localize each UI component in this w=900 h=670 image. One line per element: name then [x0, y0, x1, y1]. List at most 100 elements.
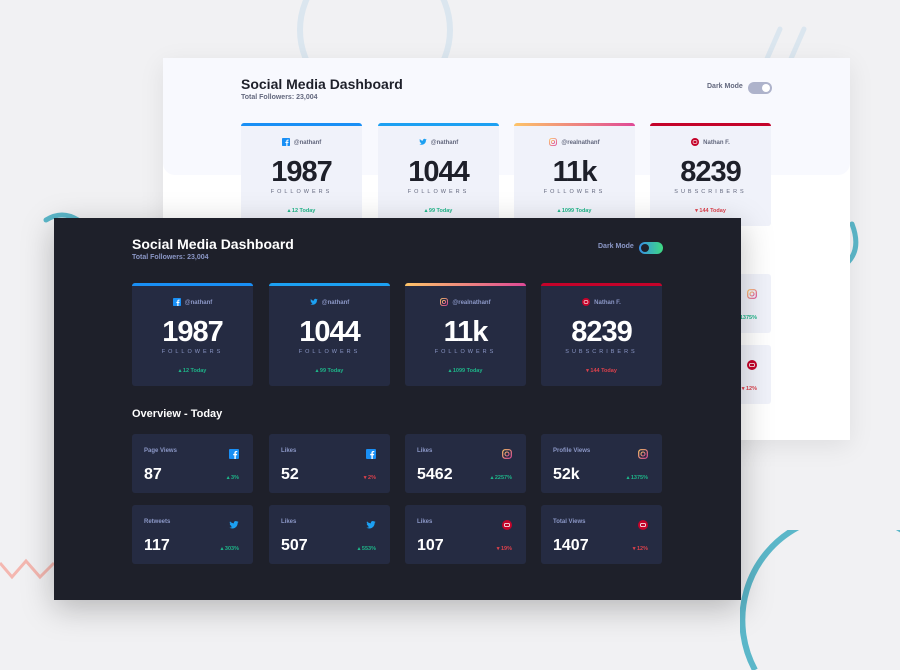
twitter-icon [229, 517, 239, 535]
toggle-knob [762, 84, 770, 92]
facebook-icon [281, 138, 290, 148]
overview-card: Total Views 1407 ▾ 12% [541, 505, 662, 564]
overview-card: Likes 107 ▾ 19% [405, 505, 526, 564]
overview-label: Total Views [553, 519, 586, 525]
overview-change: ▴ 1375% [626, 475, 648, 481]
handle-text: Nathan F. [594, 300, 621, 306]
follower-count: 11k [443, 316, 489, 348]
overview-change: ▾ 12% [741, 386, 757, 392]
total-followers: Total Followers: 23,004 [132, 254, 209, 261]
follower-card-twitter: @nathanf 1044 FOLLOWERS ▴ 99 Today [378, 123, 499, 226]
facebook-icon [229, 446, 239, 464]
overview-label: Likes [281, 448, 297, 454]
card-accent-bar [650, 123, 771, 126]
overview-value: 52k [553, 466, 580, 483]
handle-text: @nathanf [293, 140, 322, 146]
today-change: ▴ 1099 Today [448, 368, 483, 374]
handle-text: Nathan F. [703, 140, 730, 146]
handle-text: @realnathanf [452, 300, 491, 306]
card-handle: @nathanf [132, 298, 253, 308]
overview-card: Likes 52 ▾ 2% [269, 434, 390, 493]
overview-card: Page Views 87 ▴ 3% [132, 434, 253, 493]
overview-label: Retweets [144, 519, 171, 525]
total-followers: Total Followers: 23,004 [241, 94, 318, 101]
count-label: SUBSCRIBERS [674, 189, 747, 195]
overview-value: 52 [281, 466, 299, 483]
card-handle: @nathanf [269, 298, 390, 308]
overview-heading: Overview - Today [132, 408, 223, 420]
follower-card-facebook: @nathanf 1987 FOLLOWERS ▴ 12 Today [132, 283, 253, 386]
facebook-icon [366, 446, 376, 464]
dark-mode-label: Dark Mode [707, 83, 743, 90]
follower-card-youtube: Nathan F. 8239 SUBSCRIBERS ▾ 144 Today [650, 123, 771, 226]
overview-change: ▾ 19% [496, 546, 512, 552]
overview-change: ▴ 303% [220, 546, 239, 552]
handle-text: @nathanf [430, 140, 459, 146]
twitter-icon [366, 517, 376, 535]
card-accent-bar [132, 283, 253, 286]
youtube-icon [582, 298, 591, 308]
follower-count: 1044 [408, 156, 470, 188]
card-handle: @nathanf [378, 138, 499, 148]
card-handle: @realnathanf [405, 298, 526, 308]
dark-mode-toggle[interactable] [639, 242, 663, 254]
count-label: FOLLOWERS [543, 189, 606, 195]
twitter-icon [310, 298, 318, 308]
decorative-arc [740, 530, 900, 670]
youtube-icon [638, 517, 648, 535]
overview-change: ▴ 3% [226, 475, 239, 481]
follower-card-twitter: @nathanf 1044 FOLLOWERS ▴ 99 Today [269, 283, 390, 386]
instagram-icon [747, 286, 757, 304]
follower-count: 8239 [571, 316, 633, 348]
overview-change: ▾ 12% [632, 546, 648, 552]
today-change: ▴ 99 Today [424, 208, 453, 214]
count-label: FOLLOWERS [407, 189, 470, 195]
overview-value: 87 [144, 466, 162, 483]
card-accent-bar [241, 123, 362, 126]
overview-label: Likes [281, 519, 297, 525]
follower-card-instagram: @realnathanf 11k FOLLOWERS ▴ 1099 Today [514, 123, 635, 226]
overview-value: 5462 [417, 466, 453, 483]
decorative-circle [297, 0, 453, 90]
card-handle: Nathan F. [650, 138, 771, 148]
overview-card: Profile Views 52k ▴ 1375% [541, 434, 662, 493]
page-title: Social Media Dashboard [241, 76, 403, 92]
today-change: ▾ 144 Today [586, 368, 617, 374]
dark-mode-toggle[interactable] [748, 82, 772, 94]
overview-change: ▴ 1375% [735, 315, 757, 321]
overview-value: 117 [144, 537, 170, 554]
youtube-icon [691, 138, 700, 148]
count-label: FOLLOWERS [270, 189, 333, 195]
follower-count: 1987 [271, 156, 333, 188]
today-change: ▴ 99 Today [315, 368, 344, 374]
overview-value: 107 [417, 537, 444, 554]
facebook-icon [172, 298, 181, 308]
page-title: Social Media Dashboard [132, 236, 294, 252]
count-label: FOLLOWERS [298, 349, 361, 355]
today-change: ▴ 12 Today [178, 368, 207, 374]
card-handle: Nathan F. [541, 298, 662, 308]
card-handle: @nathanf [241, 138, 362, 148]
follower-card-youtube: Nathan F. 8239 SUBSCRIBERS ▾ 144 Today [541, 283, 662, 386]
youtube-icon [502, 517, 512, 535]
follower-card-instagram: @realnathanf 11k FOLLOWERS ▴ 1099 Today [405, 283, 526, 386]
overview-label: Profile Views [553, 448, 591, 454]
overview-card: Likes 5462 ▴ 2257% [405, 434, 526, 493]
overview-card: Likes 507 ▴ 553% [269, 505, 390, 564]
overview-label: Likes [417, 448, 433, 454]
decorative-zigzag [0, 558, 56, 580]
dark-dashboard: Social Media Dashboard Total Followers: 2… [54, 218, 741, 600]
twitter-icon [419, 138, 427, 148]
count-label: SUBSCRIBERS [565, 349, 638, 355]
follower-card-facebook: @nathanf 1987 FOLLOWERS ▴ 12 Today [241, 123, 362, 226]
overview-label: Likes [417, 519, 433, 525]
overview-change: ▴ 2257% [490, 475, 512, 481]
overview-change: ▾ 2% [363, 475, 376, 481]
instagram-icon [440, 298, 449, 308]
decorative-slashes [763, 26, 807, 64]
instagram-icon [638, 446, 648, 464]
instagram-icon [549, 138, 558, 148]
youtube-icon [747, 357, 757, 375]
card-handle: @realnathanf [514, 138, 635, 148]
handle-text: @nathanf [321, 300, 350, 306]
